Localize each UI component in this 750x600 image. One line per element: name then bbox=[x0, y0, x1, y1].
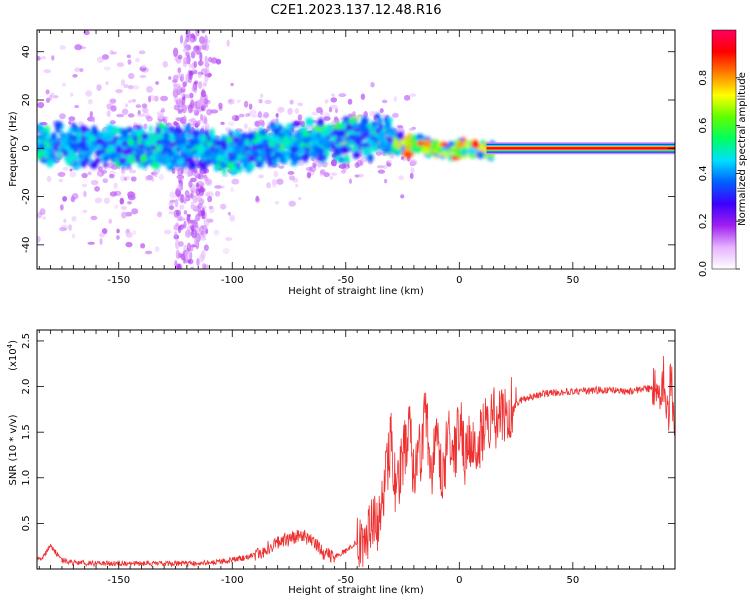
spectrogram-y-tick-label: 20 bbox=[21, 94, 32, 107]
colorbar-label: Normalized spectral amplitude bbox=[737, 72, 748, 226]
snr-plot-area bbox=[37, 330, 675, 569]
snr-ticks: -150 -100 -50 0 50 0.5 1.0 1.5 2.0 2.5 bbox=[21, 330, 676, 586]
snr-y-tick-label: 1.0 bbox=[21, 470, 32, 486]
colorbar-ticks: 0.0 0.2 0.4 0.6 0.8 bbox=[698, 70, 740, 277]
colorbar-frame bbox=[711, 29, 737, 270]
figure-title: C2E1.2023.137.12.48.R16 bbox=[270, 3, 441, 18]
spectrogram-x-tick-label: -100 bbox=[221, 275, 244, 286]
colorbar-tick-label: 0.0 bbox=[698, 261, 709, 277]
snr-x-tick-label: -150 bbox=[107, 575, 130, 586]
snr-x-tick-label: 0 bbox=[456, 575, 462, 586]
spectrogram-heatmap bbox=[37, 30, 675, 269]
snr-y-tick-label: 0.5 bbox=[21, 515, 32, 531]
spectrogram-x-tick-label: -50 bbox=[338, 275, 354, 286]
snr-y-tick-label: 1.5 bbox=[21, 424, 32, 440]
snr-panel: -150 -100 -50 0 50 0.5 1.0 1.5 2.0 2.5 Height of … bbox=[6, 329, 676, 596]
spectrogram-ylabel: Frequency (Hz) bbox=[8, 111, 19, 187]
spectrogram-y-tick-label: -40 bbox=[21, 237, 32, 253]
snr-xlabel: Height of straight line (km) bbox=[288, 585, 424, 596]
snr-ylabel: SNR (10 * v/v) bbox=[8, 414, 19, 485]
colorbar-tick-label: 0.8 bbox=[698, 70, 709, 86]
spectrogram-y-tick-label: 0 bbox=[21, 145, 32, 151]
snr-y-tick-label: 2.5 bbox=[21, 333, 32, 349]
colorbar: 0.0 0.2 0.4 0.6 0.8 Normalized spectral ampl… bbox=[698, 29, 748, 277]
spectrogram-y-tick-label: 40 bbox=[21, 45, 32, 58]
colorbar-tick-label: 0.2 bbox=[698, 213, 709, 229]
colorbar-tick-label: 0.4 bbox=[698, 165, 709, 181]
colorbar-tick-label: 0.6 bbox=[698, 118, 709, 134]
spectrogram-frame bbox=[36, 29, 676, 270]
spectrogram-xlabel: Height of straight line (km) bbox=[288, 286, 424, 297]
snr-scale-label: (x104) bbox=[6, 340, 19, 371]
snr-x-tick-label: 50 bbox=[566, 575, 579, 586]
spectrogram-panel: -150 -100 -50 0 50 -40 -20 0 20 40 Height of stra… bbox=[8, 29, 676, 297]
snr-y-tick-label: 2.0 bbox=[21, 379, 32, 395]
spectrogram-y-tick-label: -20 bbox=[21, 188, 32, 204]
spectrogram-x-tick-label: 50 bbox=[566, 275, 579, 286]
spectrogram-x-tick-label: -150 bbox=[107, 275, 130, 286]
spectrogram-ticks: -150 -100 -50 0 50 -40 -20 0 20 40 bbox=[21, 30, 676, 286]
snr-series-line bbox=[37, 355, 675, 568]
spectrogram-x-tick-label: 0 bbox=[456, 275, 462, 286]
snr-frame bbox=[36, 329, 676, 570]
colorbar-gradient bbox=[712, 30, 736, 269]
snr-x-tick-label: -50 bbox=[338, 575, 354, 586]
snr-x-tick-label: -100 bbox=[221, 575, 244, 586]
